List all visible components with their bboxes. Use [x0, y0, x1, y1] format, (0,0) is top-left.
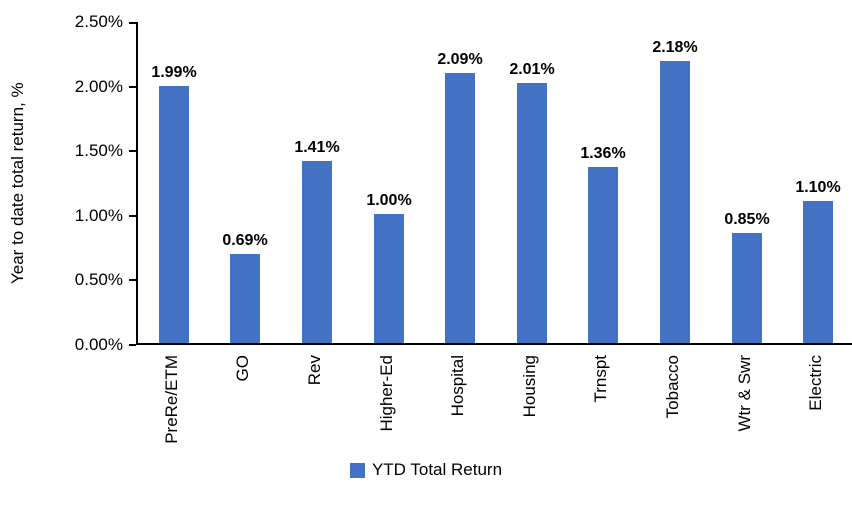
- x-axis-tick-label: PreRe/ETM: [162, 355, 181, 444]
- legend-label: YTD Total Return: [371, 460, 503, 479]
- bar-Rev: [302, 161, 332, 343]
- bar-value-label: 0.85%: [724, 211, 770, 228]
- bar-value-label: 1.36%: [580, 145, 626, 162]
- bar-value-label: 2.09%: [437, 51, 483, 68]
- bar-value-label: 0.69%: [222, 232, 268, 249]
- bar-value-label: 1.41%: [294, 139, 340, 156]
- y-axis-tick-mark: [129, 22, 136, 24]
- bar-value-label: 1.99%: [151, 64, 197, 81]
- x-axis-tick-labels: PreRe/ETM GO Rev Higher-Ed Hospital Housing Tr…: [136, 355, 852, 460]
- x-axis-tick-label: Tobacco: [663, 355, 682, 419]
- y-axis-tick-label: 1.00%: [74, 206, 123, 225]
- y-axis-tick-label: 2.50%: [74, 12, 123, 31]
- plot-area: 1.99% 0.69% 1.41% 1.00% 2.09% 2.01% 1.36% 2.18%…: [129, 22, 852, 346]
- y-axis-tick-mark: [129, 344, 136, 346]
- legend: YTD Total Return: [0, 460, 852, 480]
- bar-Higher-Ed: [374, 214, 404, 343]
- x-axis-tick-label: Wtr & Swr: [735, 355, 754, 432]
- bar-Wtr & Swr: [732, 233, 762, 343]
- x-axis-tick-label: GO: [233, 355, 252, 382]
- y-axis-tick-mark: [129, 150, 136, 152]
- x-axis-tick-label: Higher-Ed: [377, 355, 396, 432]
- y-axis-tick-label: 1.50%: [74, 141, 123, 160]
- x-axis-tick-label: Trnspt: [591, 355, 610, 403]
- y-axis-tick-label: 0.00%: [74, 335, 123, 354]
- y-axis-tick-mark: [129, 279, 136, 281]
- bar-value-label: 2.18%: [652, 39, 698, 56]
- x-axis-tick-label: Rev: [305, 355, 324, 386]
- bar-value-label: 1.10%: [795, 179, 841, 196]
- x-axis-tick-label: Hospital: [448, 355, 467, 417]
- bar-value-label: 2.01%: [509, 61, 555, 78]
- bar-value-label: 1.00%: [366, 192, 412, 209]
- bar-Hospital: [445, 73, 475, 343]
- y-axis-tick-label: 0.50%: [74, 270, 123, 289]
- bar-Housing: [517, 83, 547, 343]
- x-axis-tick-label: Electric: [806, 355, 825, 411]
- x-axis-tick-label: Housing: [520, 355, 539, 418]
- bar-Trnspt: [588, 167, 618, 343]
- y-axis-tick-label: 2.00%: [74, 77, 123, 96]
- bar-PreRe/ETM: [159, 86, 189, 343]
- bar-GO: [230, 254, 260, 343]
- y-axis-tick-mark: [129, 215, 136, 217]
- bar-Electric: [803, 201, 833, 343]
- legend-swatch-icon: [349, 462, 365, 478]
- bar-Tobacco: [660, 61, 690, 343]
- y-axis-tick-labels: 0.00% 0.50% 1.00% 1.50% 2.00% 2.50%: [0, 12, 136, 354]
- y-axis-tick-mark: [129, 86, 136, 88]
